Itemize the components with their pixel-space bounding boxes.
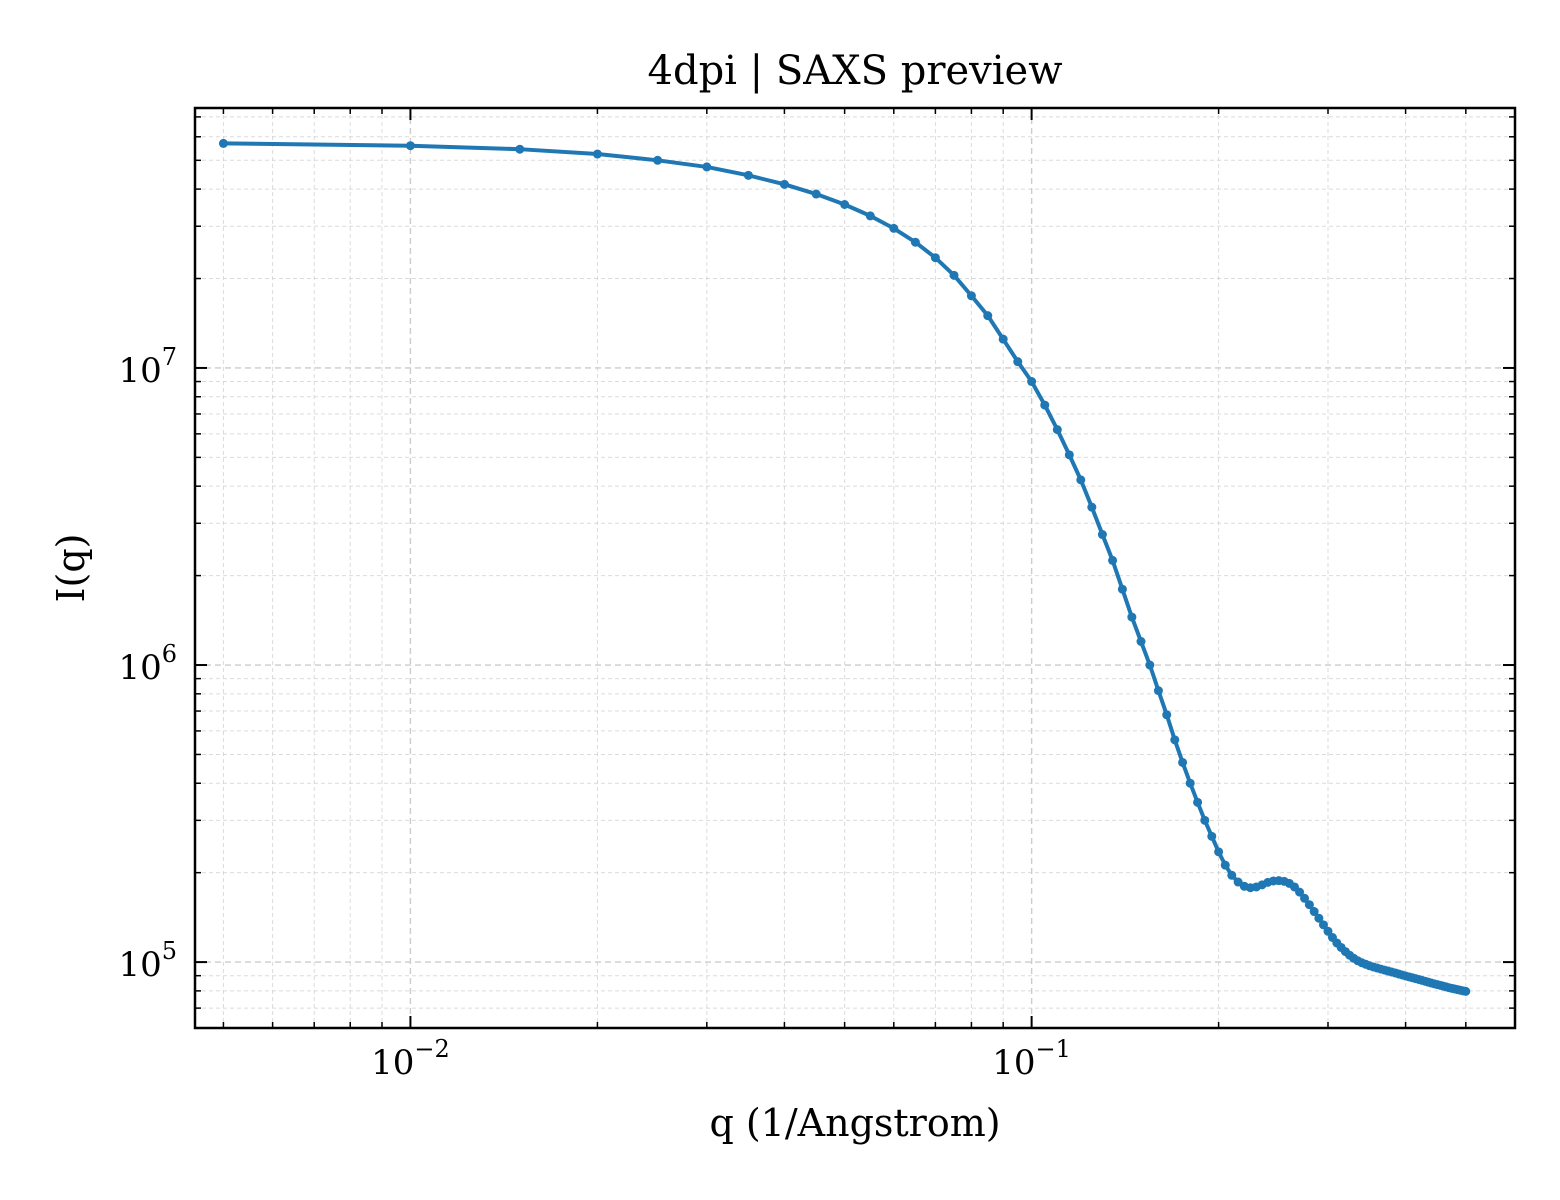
major-ticks (195, 108, 1515, 1028)
y-tick-label: 106 (118, 640, 177, 688)
x-tick-exponent: −2 (414, 1035, 449, 1063)
x-tick-label: 10−1 (992, 1035, 1071, 1083)
series-group (218, 138, 1471, 996)
data-point (966, 291, 976, 301)
data-point (1052, 425, 1062, 435)
data-point (998, 334, 1008, 344)
x-axis-label: q (1/Angstrom) (709, 1101, 1000, 1145)
y-tick-exponent: 6 (162, 640, 177, 668)
y-tick-base: 10 (118, 351, 161, 391)
data-point (1117, 584, 1127, 594)
x-tick-base: 10 (371, 1043, 414, 1083)
x-tick-labels: 10−2 10−1 (371, 1035, 1071, 1083)
x-tick-label: 10−2 (371, 1035, 450, 1083)
data-point (1170, 735, 1180, 745)
data-point (1193, 797, 1203, 807)
data-point (840, 200, 850, 209)
data-point (1108, 555, 1118, 565)
data-point (1227, 870, 1237, 880)
plot-frame (193, 106, 1517, 1030)
data-point (1200, 815, 1210, 825)
data-point (1162, 710, 1172, 720)
y-tick-base: 10 (118, 945, 161, 985)
data-point (930, 253, 940, 263)
data-point (1027, 377, 1037, 387)
data-point (1207, 831, 1217, 841)
data-point (811, 189, 821, 199)
data-point (1300, 893, 1310, 903)
y-tick-base: 10 (118, 648, 161, 688)
data-point (1318, 920, 1328, 930)
data-point (1076, 475, 1086, 485)
data-point (592, 149, 602, 159)
x-tick-exponent: −1 (1036, 1035, 1071, 1063)
data-point (1087, 502, 1097, 512)
data-point (1040, 400, 1050, 410)
data-point (515, 144, 525, 154)
chart-title: 4dpi | SAXS preview (648, 48, 1063, 94)
data-point (1304, 900, 1314, 910)
data-point (1309, 907, 1319, 917)
data-point (1185, 778, 1195, 788)
data-point (1013, 357, 1023, 367)
data-point (865, 211, 875, 221)
data-point (405, 141, 415, 151)
data-point (1097, 530, 1107, 540)
data-point (983, 311, 993, 321)
y-tick-exponent: 5 (162, 937, 177, 965)
data-point (1214, 847, 1224, 857)
data-point (779, 179, 789, 189)
y-tick-exponent: 7 (162, 343, 177, 371)
x-tick-base: 10 (992, 1043, 1035, 1083)
data-point (1323, 926, 1333, 936)
minor-grid (195, 108, 1515, 1029)
data-point (1145, 660, 1155, 670)
data-point (1314, 913, 1324, 923)
data-point (653, 155, 663, 165)
data-point (1461, 986, 1471, 996)
minor-ticks (195, 108, 1515, 1029)
y-axis-label: I(q) (49, 534, 93, 603)
major-grid (195, 108, 1515, 1028)
data-point (1136, 637, 1146, 646)
data-point (1064, 450, 1074, 460)
data-point (743, 170, 753, 180)
data-point (1178, 757, 1188, 767)
data-point (1295, 887, 1305, 897)
data-point (1153, 686, 1163, 696)
data-point (1127, 612, 1137, 622)
data-point (702, 162, 712, 172)
data-point (1220, 860, 1230, 870)
data-point (218, 138, 228, 148)
data-point (910, 237, 920, 247)
data-point (949, 270, 959, 280)
y-tick-label: 107 (118, 343, 177, 391)
data-point (889, 223, 899, 233)
y-tick-label: 105 (118, 937, 177, 985)
